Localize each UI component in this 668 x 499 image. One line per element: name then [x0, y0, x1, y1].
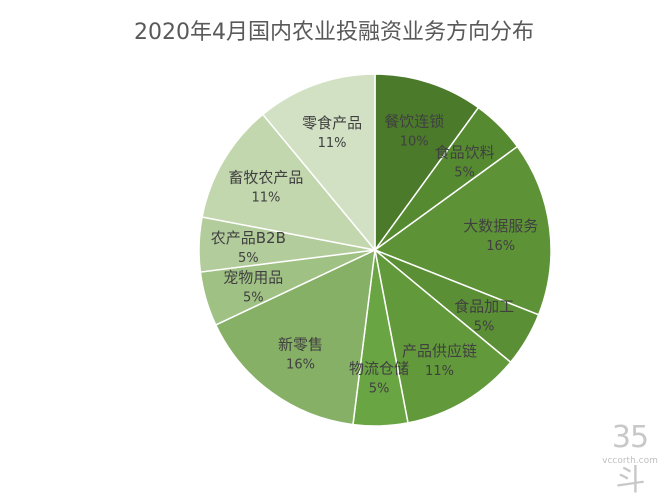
slice-percent-label: 5%: [474, 320, 495, 335]
slice-percent-label: 10%: [400, 135, 429, 150]
slice-label: 餐饮连锁: [384, 113, 444, 131]
slice-label: 新零售: [278, 336, 323, 354]
slice-label: 大数据服务: [463, 217, 538, 235]
slice-percent-label: 16%: [286, 358, 315, 373]
pie-chart: 餐饮连锁 10% 食品饮料 5% 大数据服务 16% 食品加工 5% 产品供应链 11% 物流仓储 5…: [198, 73, 552, 427]
pie-slice: [214, 248, 376, 426]
slice-percent-label: 5%: [454, 165, 475, 180]
slice-percent-label: 5%: [238, 251, 259, 266]
slice-percent-label: 16%: [486, 239, 515, 254]
slice-label: 零食产品: [302, 114, 362, 132]
slice-label: 食品加工: [454, 298, 514, 316]
watermark-logo: 35斗 vccorth.com: [600, 420, 660, 498]
slice-label: 农产品B2B: [211, 229, 286, 247]
slice-label: 宠物用品: [223, 268, 283, 286]
pie-slice: [373, 248, 512, 424]
pie-slice: [201, 113, 377, 252]
slice-label: 物流仓储: [349, 360, 409, 378]
slice-percent-label: 11%: [425, 364, 454, 379]
watermark-sub: vccorth.com: [602, 456, 658, 466]
chart-title: 2020年4月国内农业投融资业务方向分布: [134, 20, 534, 45]
slice-percent-label: 11%: [251, 191, 280, 206]
slice-percent-label: 11%: [318, 136, 347, 151]
slice-label: 畜牧农产品: [228, 169, 303, 187]
pie-slice: [261, 73, 376, 253]
slice-label: 产品供应链: [402, 342, 477, 360]
slice-label: 食品饮料: [435, 143, 495, 161]
pie-slice: [374, 73, 480, 253]
slice-percent-label: 5%: [369, 382, 390, 397]
pie-slice: [373, 145, 552, 316]
slice-percent-label: 5%: [243, 290, 264, 305]
